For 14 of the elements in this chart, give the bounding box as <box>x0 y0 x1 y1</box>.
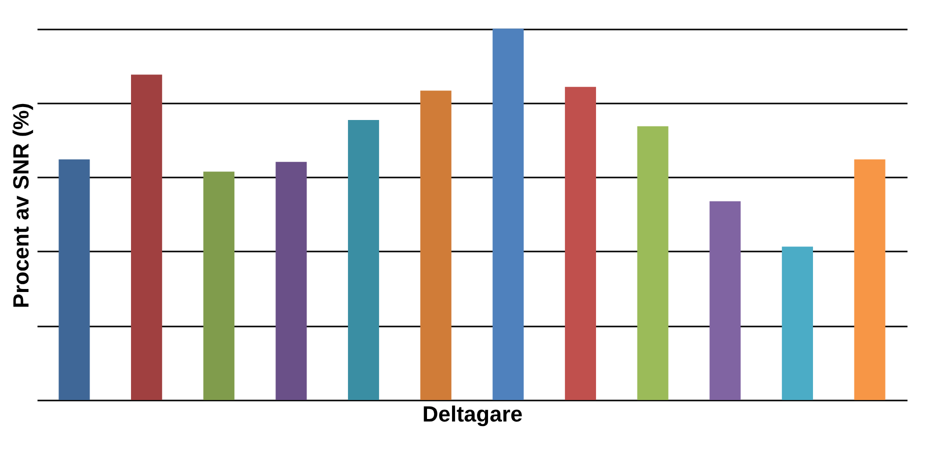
bar <box>131 74 162 400</box>
bar <box>348 120 380 400</box>
x-axis-title: Deltagare <box>422 402 523 426</box>
y-axis-title: Procent av SNR (%) <box>8 102 34 308</box>
bar <box>492 28 524 400</box>
bar <box>420 90 452 400</box>
bar <box>782 246 813 400</box>
bar <box>276 162 307 400</box>
bar <box>854 159 886 400</box>
bar <box>637 126 668 400</box>
bar <box>58 159 90 400</box>
bar <box>710 201 741 400</box>
bar <box>203 172 234 400</box>
bar <box>564 86 596 400</box>
